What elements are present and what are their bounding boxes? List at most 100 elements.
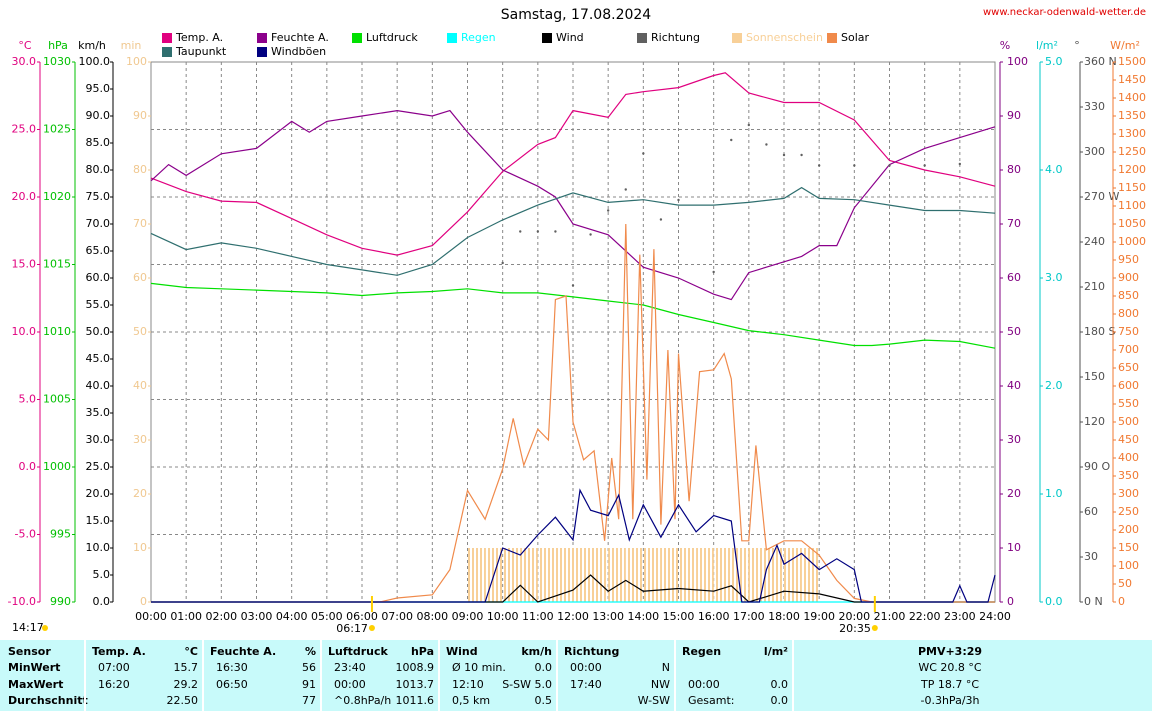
series-line (150, 282, 996, 349)
direction-dot (519, 230, 522, 233)
sunshine-bar (537, 548, 556, 602)
sunshine-bar (643, 548, 661, 602)
y-tick-label: 1400 (1118, 91, 1146, 104)
table-cell: Gesamt: (688, 694, 735, 707)
table-cell: 07:00 (98, 661, 130, 674)
series-line (150, 186, 996, 276)
sunshine-bar (801, 548, 820, 602)
y-tick-label: 0 (1118, 595, 1125, 608)
direction-dot (571, 284, 575, 287)
y-tick-label: 1025 (43, 123, 71, 136)
y-tick-label: 70 (1007, 217, 1021, 230)
y-tick-label: 20.0 (12, 190, 37, 203)
chart-title: Samstag, 17.08.2024 (501, 7, 652, 23)
direction-dot (501, 261, 504, 265)
direction-dot (677, 198, 680, 202)
y-tick-label: -10.0 (8, 595, 36, 608)
direction-dot (642, 152, 645, 155)
y-tick-label: 1005 (43, 393, 71, 406)
direction-dot (853, 164, 856, 167)
pmv-line: TP 18.7 °C (920, 678, 979, 691)
legend-swatch (162, 47, 172, 57)
pmv-line: WC 20.8 °C (918, 661, 982, 674)
y-tick-label: 50 (1007, 325, 1021, 338)
table-unit: % (305, 645, 316, 658)
y-tick-label: 210 (1084, 280, 1105, 293)
sunshine-bar (608, 548, 626, 602)
x-tick-label: 09:00 (452, 610, 484, 623)
x-tick-label: 11:00 (522, 610, 554, 623)
y-tick-label: 150 (1084, 370, 1105, 383)
y-tick-label: 3.0 (1045, 271, 1063, 284)
y-tick-label: 40.0 (86, 379, 111, 392)
table-cell: 17:40 (570, 678, 602, 691)
table-header: Regen (682, 645, 721, 658)
sunshine-bar (678, 548, 697, 602)
table-cell: 0.0 (771, 694, 789, 707)
y-tick-label: 50 (133, 325, 147, 338)
y-tick-label: 60 (1007, 271, 1021, 284)
x-tick-label: 00:00 (135, 610, 167, 623)
y-tick-label: 950 (1118, 253, 1139, 266)
y-tick-label: 5.0 (19, 393, 37, 406)
sunshine-bar (713, 548, 732, 602)
y-tick-label: 75.0 (86, 190, 111, 203)
y-tick-label: 1350 (1118, 109, 1146, 122)
y-tick-label: 70.0 (86, 217, 111, 230)
legend-label: Temp. A. (175, 31, 223, 44)
y-tick-label: 1000 (1118, 235, 1146, 248)
x-tick-label: 03:00 (241, 610, 273, 623)
y-tick-label: 0 (1007, 595, 1014, 608)
direction-dot (765, 143, 768, 146)
legend-label: Solar (841, 31, 870, 44)
table-row-label: MinWert (8, 661, 60, 674)
y-tick-label: 45.0 (86, 352, 111, 365)
table-cell: 77 (302, 694, 316, 707)
y-tick-label: 90 O (1084, 460, 1110, 473)
x-tick-label: 14:00 (627, 610, 659, 623)
x-tick-label: 04:00 (276, 610, 308, 623)
direction-dot (606, 209, 610, 212)
y-tick-label: 120 (1084, 415, 1105, 428)
direction-dot (712, 270, 715, 274)
axis-unit: % (1000, 39, 1010, 52)
direction-dot (730, 138, 733, 142)
y-tick-label: 300 (1118, 487, 1139, 500)
series-line (150, 72, 996, 256)
table-header: Luftdruck (328, 645, 389, 658)
x-tick-label: 12:00 (557, 610, 589, 623)
table-cell: 1011.6 (396, 694, 435, 707)
sunshine-bar (625, 548, 644, 602)
x-tick-label: 02:00 (205, 610, 237, 623)
y-tick-label: 100 (126, 55, 147, 68)
legend-label: Luftdruck (366, 31, 418, 44)
direction-dot (659, 218, 663, 221)
table-cell: 1008.9 (396, 661, 435, 674)
sunshine-bar (502, 548, 521, 602)
y-tick-label: 0.0 (19, 460, 37, 473)
direction-dot (624, 188, 627, 191)
legend-label: Regen (461, 31, 496, 44)
axis-unit: °C (18, 39, 32, 52)
table-cell: 0.0 (771, 678, 789, 691)
y-tick-label: 60 (1084, 505, 1098, 518)
y-tick-label: 1300 (1118, 127, 1146, 140)
legend-swatch (827, 33, 837, 43)
sunshine-bar (590, 548, 609, 602)
y-tick-label: 600 (1118, 379, 1139, 392)
x-tick-label: 19:00 (803, 610, 835, 623)
sunshine-bar (467, 548, 486, 602)
y-tick-label: 80 (1007, 163, 1021, 176)
y-tick-label: 10.0 (12, 325, 37, 338)
y-tick-label: 995 (50, 528, 71, 541)
legend-label: Richtung (651, 31, 700, 44)
sunshine-bar (784, 548, 802, 602)
y-tick-label: 800 (1118, 307, 1139, 320)
y-tick-label: 900 (1118, 271, 1139, 284)
axis-unit: min (121, 39, 142, 52)
y-tick-label: 750 (1118, 325, 1139, 338)
series-line (151, 574, 995, 603)
y-tick-label: 350 (1118, 469, 1139, 482)
y-tick-label: 25.0 (12, 123, 37, 136)
pmv-line: -0.3hPa/3h (921, 694, 980, 707)
